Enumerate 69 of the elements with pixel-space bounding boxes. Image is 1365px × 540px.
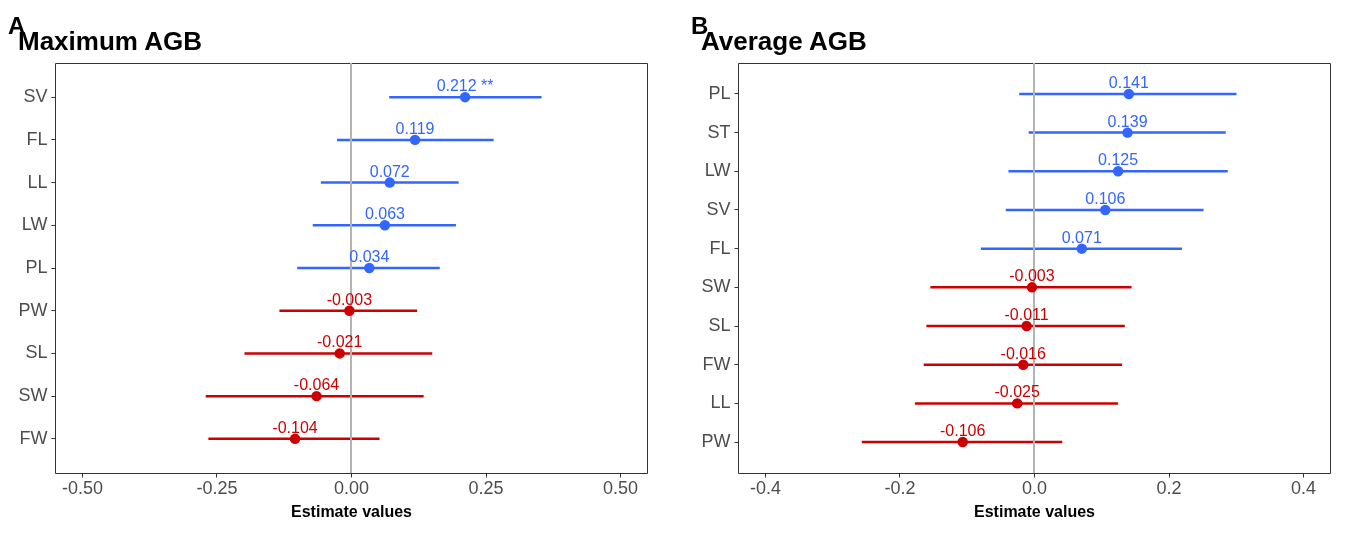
y-tick-label: FL xyxy=(26,128,48,149)
x-tick-label: 0.2 xyxy=(1156,477,1182,498)
y-tick-label: SL xyxy=(25,342,48,363)
point xyxy=(409,134,421,146)
data-label: 0.119 xyxy=(395,119,435,137)
x-axis-title: Estimate values xyxy=(291,502,413,520)
y-tick-label: SL xyxy=(708,315,731,336)
x-tick-label: 0.00 xyxy=(333,477,370,498)
point xyxy=(334,348,345,359)
point xyxy=(311,390,322,402)
y-tick-label: SW xyxy=(18,385,48,406)
x-tick-label: 0.25 xyxy=(468,477,504,498)
point xyxy=(379,220,391,231)
data-label: 0.071 xyxy=(1061,228,1102,246)
point xyxy=(957,436,968,448)
x-tick-label: -0.4 xyxy=(749,477,781,498)
y-tick-label: PL xyxy=(708,82,731,103)
y-tick-label: ST xyxy=(707,121,731,142)
data-label: -0.003 xyxy=(326,290,373,308)
data-label: 0.141 xyxy=(1108,73,1149,91)
x-tick-label: -0.25 xyxy=(196,477,238,498)
data-label: -0.025 xyxy=(994,383,1040,401)
data-label: 0.063 xyxy=(364,205,406,223)
data-label: -0.064 xyxy=(293,376,340,394)
x-tick-label: 0.4 xyxy=(1291,477,1317,498)
y-tick-label: LW xyxy=(21,214,48,235)
y-tick-label: SW xyxy=(701,276,731,297)
data-label: -0.011 xyxy=(1004,306,1049,324)
x-axis-title: Estimate values xyxy=(974,502,1096,520)
point xyxy=(384,177,395,188)
point xyxy=(1076,243,1088,254)
y-tick-label: LW xyxy=(704,160,731,181)
point xyxy=(1122,127,1133,138)
data-label: 0.072 xyxy=(369,162,410,180)
x-tick-label: 0.50 xyxy=(603,477,639,498)
y-tick-label: FW xyxy=(19,427,48,448)
data-label: -0.106 xyxy=(940,422,986,440)
data-label: 0.125 xyxy=(1098,151,1139,169)
point xyxy=(1017,359,1029,370)
y-tick-label: SV xyxy=(23,86,48,107)
y-tick-label: LL xyxy=(27,171,48,192)
point xyxy=(289,433,301,445)
data-label: -0.016 xyxy=(1000,344,1047,362)
data-label: -0.104 xyxy=(272,418,318,436)
point xyxy=(364,262,375,274)
point xyxy=(1100,204,1111,216)
x-tick-label: -0.50 xyxy=(61,477,103,498)
data-label: 0.139 xyxy=(1107,112,1148,130)
y-tick-label: PW xyxy=(701,431,731,452)
y-tick-label: FW xyxy=(702,353,731,374)
point xyxy=(1026,282,1038,293)
data-label: 0.106 xyxy=(1085,189,1126,207)
data-label: 0.212 ** xyxy=(436,77,494,95)
x-tick-label: -0.2 xyxy=(884,477,916,498)
data-label: 0.034 xyxy=(349,248,390,265)
y-tick-label: FL xyxy=(709,237,731,258)
point xyxy=(1123,88,1135,100)
y-tick-label: LL xyxy=(710,392,731,413)
y-tick-label: PL xyxy=(25,257,48,277)
point xyxy=(1011,398,1023,409)
data-label: -0.021 xyxy=(317,333,363,351)
point xyxy=(1112,166,1124,177)
y-tick-label: PW xyxy=(18,299,48,320)
point xyxy=(344,305,355,316)
y-tick-label: SV xyxy=(706,198,731,219)
data-label: -0.003 xyxy=(1009,267,1055,285)
point xyxy=(1021,320,1032,332)
x-tick-label: 0.0 xyxy=(1021,477,1048,498)
point xyxy=(459,91,471,103)
